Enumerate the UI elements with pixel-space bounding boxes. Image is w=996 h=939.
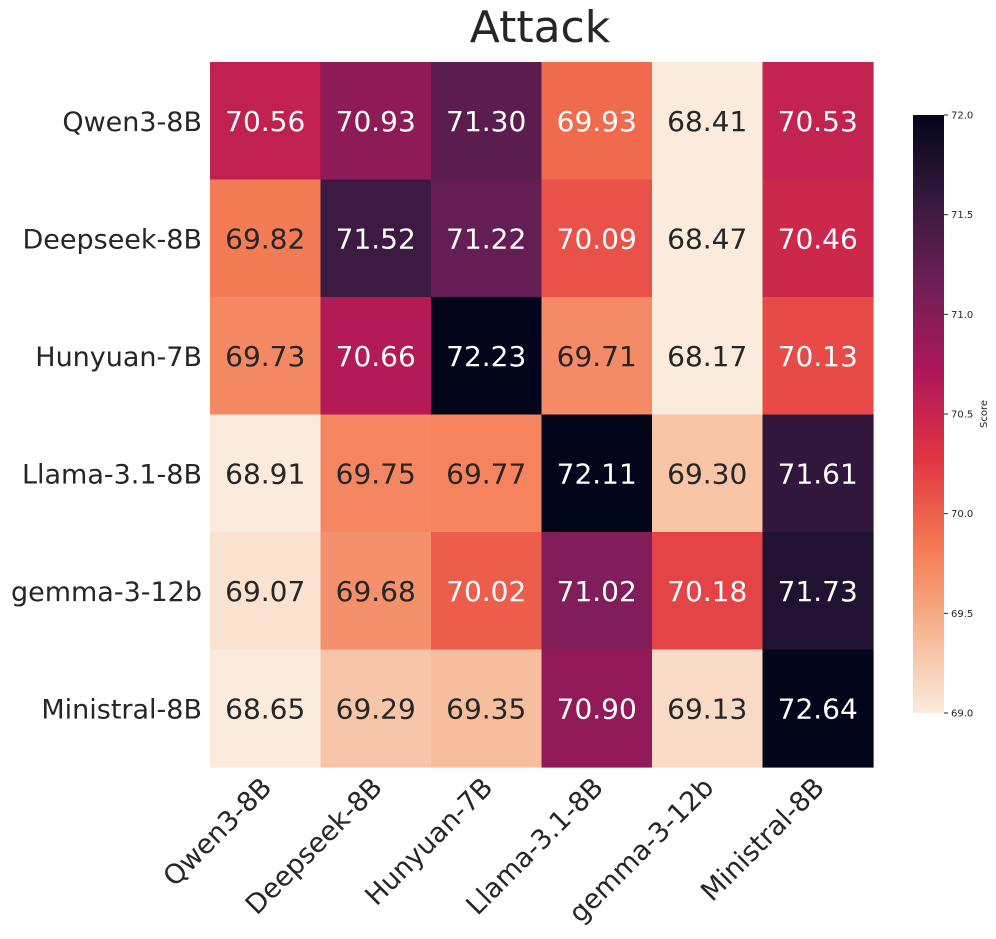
cell-value-label: 70.66 (336, 340, 416, 373)
cell-value-label: 72.11 (557, 457, 637, 490)
column-labels: Qwen3-8BDeepseek-8BHunyuan-7BLlama-3.1-8… (158, 772, 831, 929)
heatmap-cell (652, 62, 764, 181)
heatmap-cell (431, 414, 543, 533)
colorbar-tick-label: 70.5 (951, 410, 973, 421)
cell-value-label: 69.82 (225, 222, 305, 255)
colorbar-tick-label: 71.0 (951, 310, 973, 321)
heatmap-cell (652, 297, 764, 416)
cell-value-label: 70.90 (557, 692, 637, 725)
cell-value-label: 70.13 (778, 340, 858, 373)
cell-value-label: 71.22 (446, 222, 526, 255)
heatmap-cell (320, 179, 432, 298)
heatmap-cell (320, 649, 432, 768)
cell-value-label: 69.07 (225, 575, 305, 608)
cell-value-label: 68.17 (667, 340, 747, 373)
row-label: Deepseek-8B (22, 224, 202, 255)
heatmap-cell (541, 414, 653, 533)
cell-value-label: 69.73 (225, 340, 305, 373)
heatmap-cell (320, 532, 432, 651)
row-label: gemma-3-12b (11, 577, 202, 608)
heatmap-cell (431, 179, 543, 298)
cell-value-label: 70.09 (557, 222, 637, 255)
cell-value-label: 69.35 (446, 692, 526, 725)
heatmap-cell (210, 414, 322, 533)
heatmap-cell (431, 532, 543, 651)
cell-value-label: 70.53 (778, 105, 858, 138)
heatmap-cell (210, 297, 322, 416)
heatmap-cell (431, 649, 543, 768)
heatmap-cell (762, 297, 874, 416)
heatmap-cell (320, 414, 432, 533)
cell-value-label: 72.23 (446, 340, 526, 373)
cell-value-label: 68.65 (225, 692, 305, 725)
colorbar-label: Score (979, 400, 990, 428)
heatmap-cell (431, 297, 543, 416)
row-label: Ministral-8B (41, 694, 202, 725)
cell-value-label: 69.13 (667, 692, 747, 725)
cell-value-label: 70.93 (336, 105, 416, 138)
heatmap-cell (652, 649, 764, 768)
cell-value-label: 70.46 (778, 222, 858, 255)
cell-value-label: 71.73 (778, 575, 858, 608)
colorbar: 69.0 69.5 70.0 70.5 71.0 71.5 72.0 Score (913, 111, 990, 720)
heatmap-cell (431, 62, 543, 181)
heatmap-cell (541, 297, 653, 416)
row-label: Llama-3.1-8B (22, 459, 202, 490)
heatmap-cell (762, 532, 874, 651)
cell-value-label: 69.30 (667, 457, 747, 490)
heatmap-cell (210, 532, 322, 651)
cell-value-label: 70.18 (667, 575, 747, 608)
heatmap-cell (541, 649, 653, 768)
heatmap-cell (320, 62, 432, 181)
cell-value-label: 69.77 (446, 457, 526, 490)
heatmap-cell (320, 297, 432, 416)
cell-value-label: 71.30 (446, 105, 526, 138)
heatmap-cells: 70.56 70.93 71.30 69.93 68.41 70.53 69.82 71.52… (210, 62, 874, 768)
heatmap-cell (762, 649, 874, 768)
heatmap-cell (652, 414, 764, 533)
colorbar-tick-label: 69.5 (951, 609, 973, 620)
cell-value-label: 69.68 (336, 575, 416, 608)
heatmap-cell (541, 179, 653, 298)
cell-value-label: 71.02 (557, 575, 637, 608)
heatmap-cell (762, 414, 874, 533)
cell-value-label: 69.71 (557, 340, 637, 373)
colorbar-tick-label: 71.5 (951, 210, 973, 221)
heatmap-cell (210, 649, 322, 768)
cell-value-label: 69.75 (336, 457, 416, 490)
cell-value-label: 68.91 (225, 457, 305, 490)
heatmap-cell (652, 532, 764, 651)
colorbar-tick-label: 70.0 (951, 509, 973, 520)
heatmap-cell (652, 179, 764, 298)
colorbar-tick-label: 72.0 (951, 111, 973, 122)
row-labels: Qwen3-8B Deepseek-8B Hunyuan-7B Llama-3.1-8… (11, 107, 202, 726)
cell-value-label: 70.56 (225, 105, 305, 138)
heatmap-cell (541, 532, 653, 651)
colorbar-gradient (913, 115, 944, 713)
heatmap-cell (762, 62, 874, 181)
row-label: Qwen3-8B (62, 107, 202, 138)
cell-value-label: 69.29 (336, 692, 416, 725)
row-label: Hunyuan-7B (35, 342, 202, 373)
column-label: Qwen3-8B (158, 772, 279, 893)
chart-title: Attack (470, 2, 611, 53)
heatmap-cell (210, 62, 322, 181)
colorbar-tick-label: 69.0 (951, 709, 973, 720)
cell-value-label: 71.61 (778, 457, 858, 490)
cell-value-label: 71.52 (336, 222, 416, 255)
heatmap-cell (210, 179, 322, 298)
cell-value-label: 72.64 (778, 692, 858, 725)
cell-value-label: 70.02 (446, 575, 526, 608)
heatmap-cell (762, 179, 874, 298)
cell-value-label: 69.93 (557, 105, 637, 138)
cell-value-label: 68.47 (667, 222, 747, 255)
heatmap-cell (541, 62, 653, 181)
cell-value-label: 68.41 (667, 105, 747, 138)
